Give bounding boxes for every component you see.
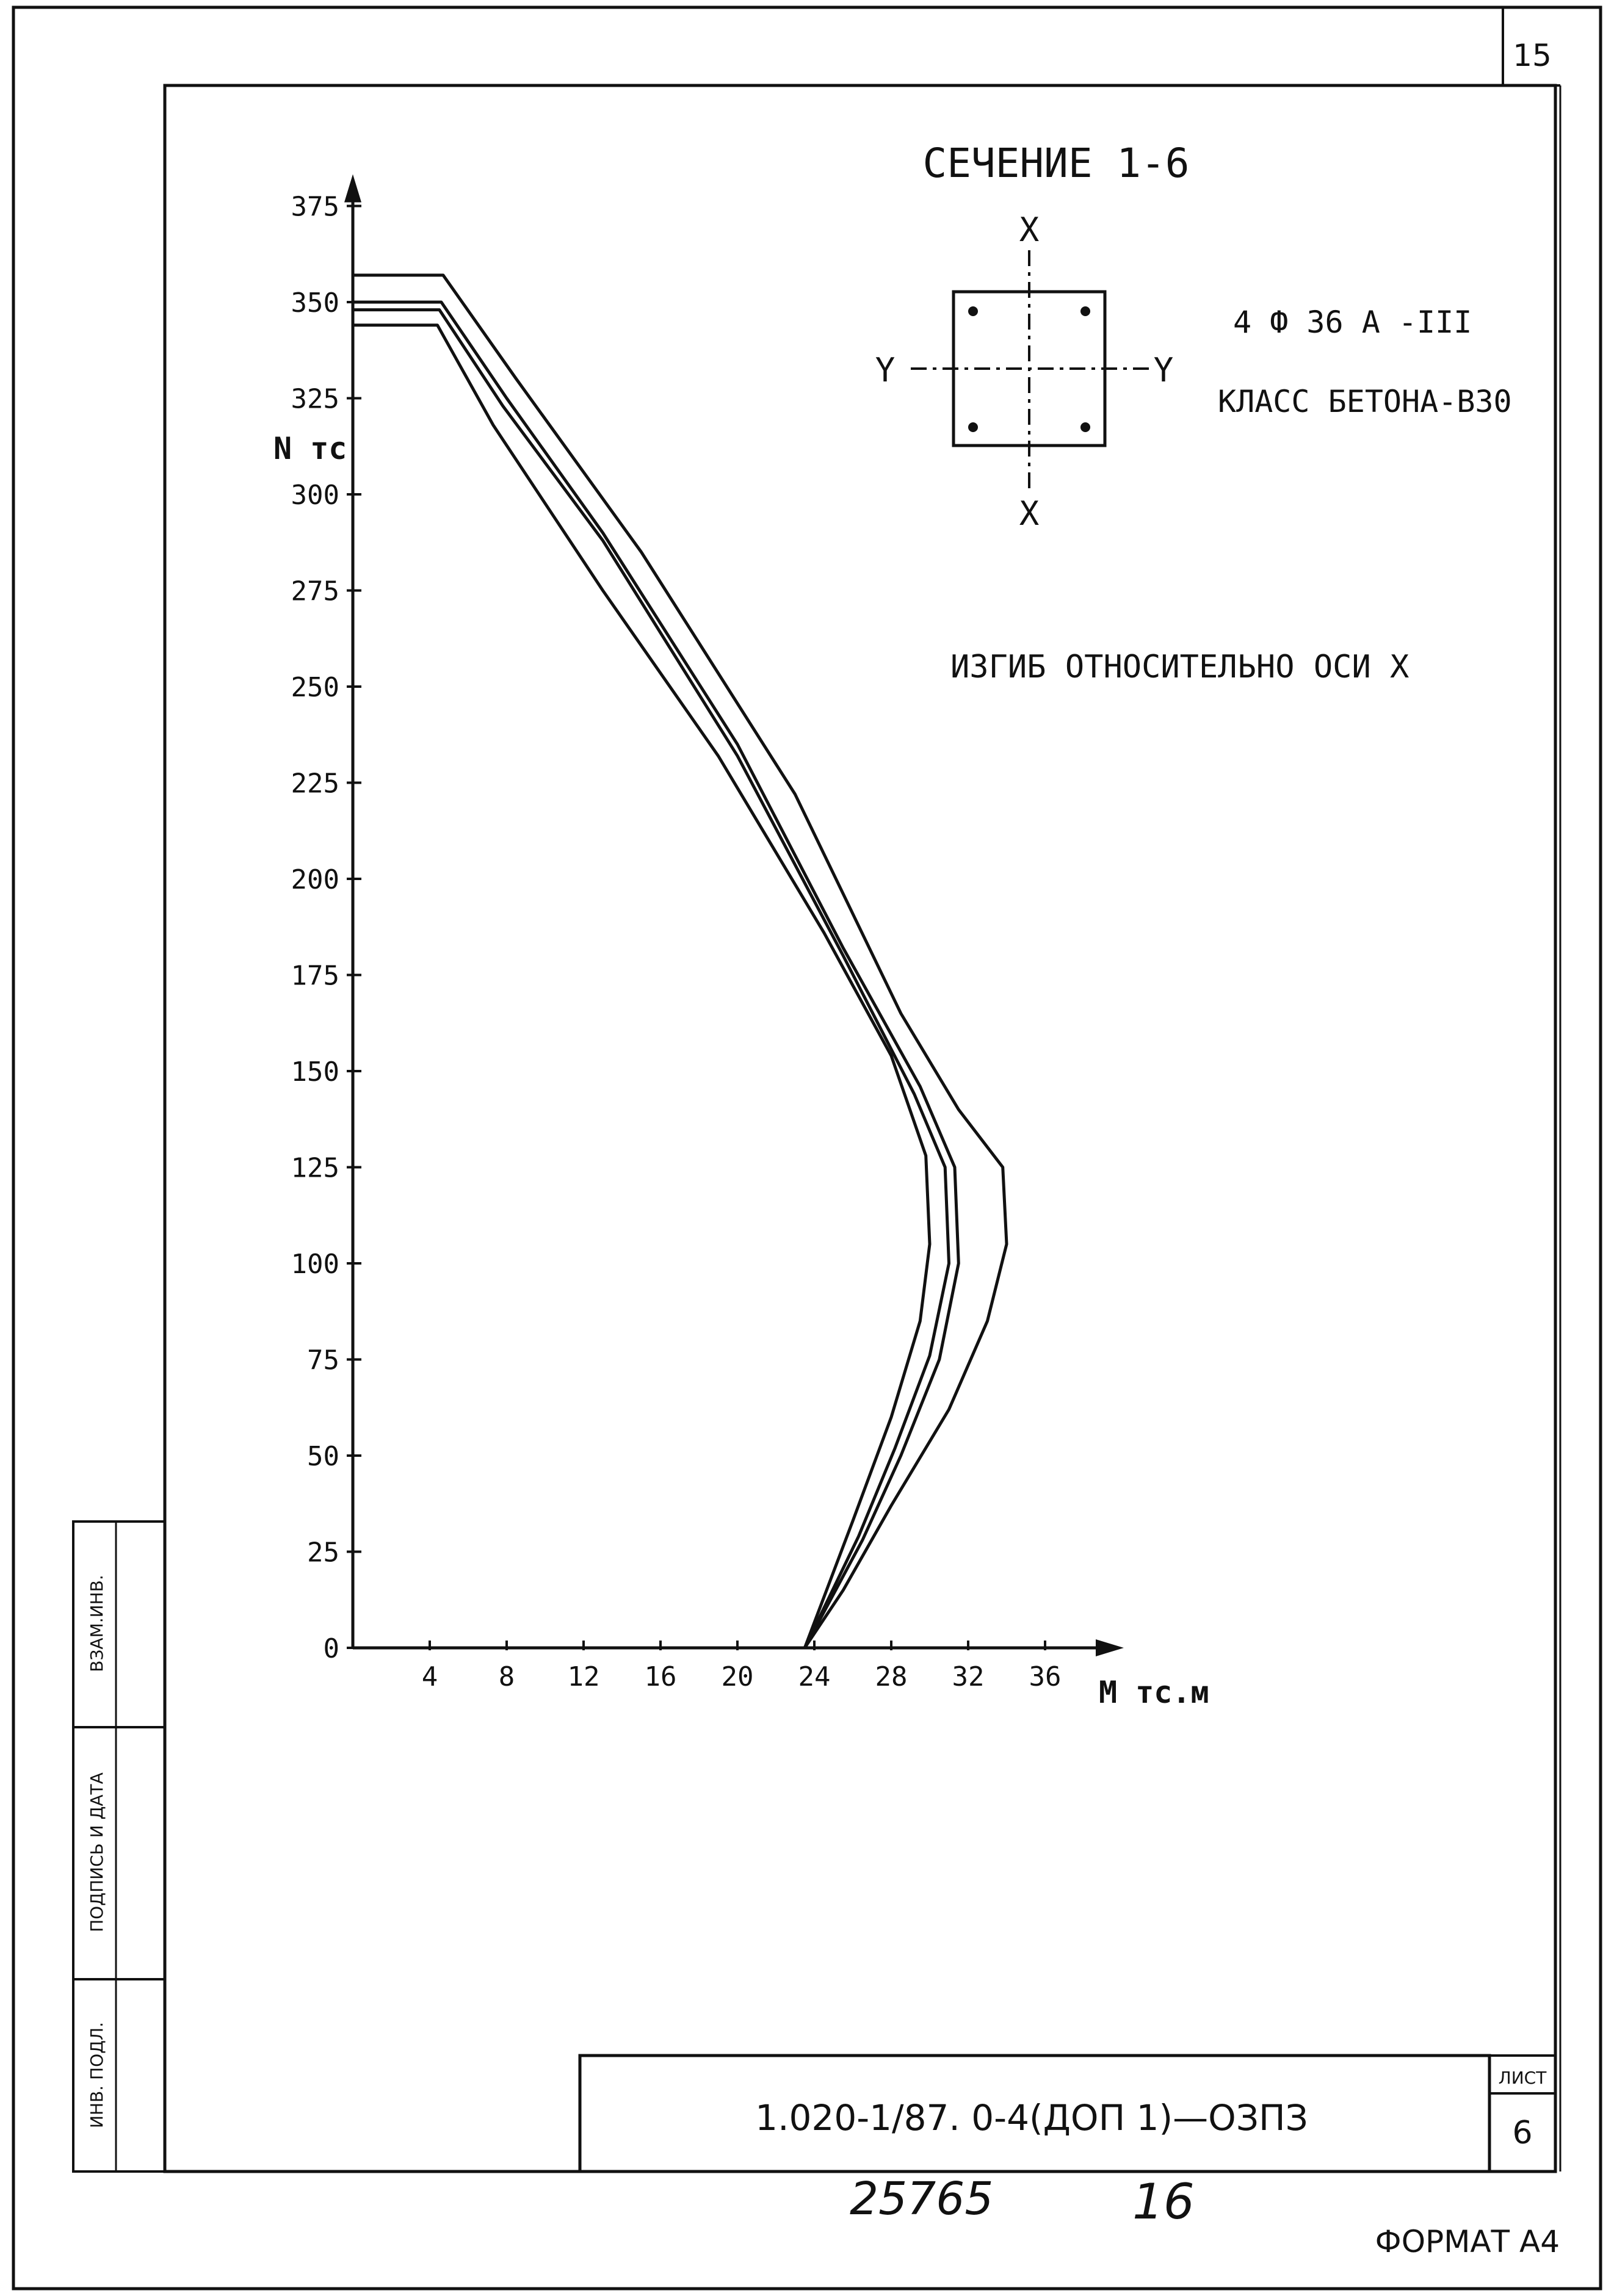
- x-tick-label: 28: [875, 1661, 908, 1692]
- rebar-dot: [1080, 422, 1090, 432]
- y-tick-label: 0: [324, 1633, 340, 1664]
- y-tick-label: 75: [307, 1345, 339, 1376]
- y-tick-label: 150: [291, 1056, 339, 1088]
- x-tick-label: 24: [798, 1661, 831, 1692]
- rebar-dot: [968, 306, 978, 316]
- rebar-dot: [968, 422, 978, 432]
- stamp-podpis-data: ПОДПИСЬ И ДАТА: [87, 1772, 107, 1932]
- series-line: [353, 308, 950, 1649]
- y-tick-label: 100: [291, 1249, 339, 1280]
- series-line: [353, 300, 960, 1649]
- handwritten-number-1: 25765: [850, 2173, 993, 2225]
- y-tick-label: 125: [291, 1153, 339, 1184]
- y-tick-label: 375: [291, 192, 339, 223]
- page-number: 15: [1513, 38, 1552, 73]
- x-tick-label: 8: [499, 1661, 515, 1692]
- stamp-inv-podl: ИНВ. ПОДЛ.: [87, 2022, 107, 2128]
- x-tick-label: 16: [645, 1661, 677, 1692]
- format-label: ФОРМАТ А4: [1375, 2224, 1560, 2259]
- cross-section-diagram: X X Y Y: [875, 211, 1174, 533]
- stamp-vzam-inv: ВЗАМ.ИНВ.: [87, 1575, 107, 1672]
- x-tick-label: 12: [568, 1661, 600, 1692]
- series-line: [353, 273, 1008, 1649]
- y-tick-label: 275: [291, 576, 339, 607]
- axis-x-bottom-label: X: [1019, 494, 1040, 533]
- axis-y-left-label: Y: [875, 351, 896, 389]
- sheet-number: 6: [1512, 2115, 1532, 2151]
- y-tick-label: 25: [307, 1537, 339, 1569]
- handwritten-number-2: 16: [1132, 2173, 1195, 2230]
- series-line: [353, 323, 932, 1648]
- outer-frame: [12, 5, 1602, 2291]
- axis-x-top-label: X: [1019, 211, 1040, 249]
- side-stamp: ВЗАМ.ИНВ. ПОДПИСЬ И ДАТА ИНВ. ПОДЛ.: [72, 1520, 166, 2173]
- page-number-box: 15: [1502, 7, 1560, 87]
- interaction-chart: N тс М тс.м 0 25 50 75 100 125 150 175 200 225 250…: [273, 174, 1209, 1710]
- x-tick-label: 20: [722, 1661, 754, 1692]
- bending-note: ИЗГИБ ОТНОСИТЕЛЬНО ОСИ Х: [950, 649, 1409, 685]
- y-axis-arrow: [344, 174, 361, 203]
- document-code: 1.020-1/87. 0-4(ДОП 1)—ОЗПЗ: [755, 2097, 1308, 2139]
- y-tick-label: 225: [291, 768, 339, 800]
- axis-y-right-label: Y: [1154, 351, 1174, 389]
- y-tick-label: 175: [291, 961, 339, 992]
- x-tick-label: 32: [952, 1661, 985, 1692]
- y-axis-title: N тс: [273, 431, 347, 466]
- y-tick-label: 350: [291, 287, 339, 319]
- x-tick-label: 4: [422, 1661, 438, 1692]
- concrete-class-label: КЛАСС БЕТОНА-В30: [1218, 384, 1512, 419]
- y-tick-label: 325: [291, 384, 339, 415]
- rebar-dot: [1080, 306, 1090, 316]
- x-axis-title: М тс.м: [1099, 1675, 1209, 1710]
- sheet-label: ЛИСТ: [1499, 2068, 1547, 2088]
- title-block: 1.020-1/87. 0-4(ДОП 1)—ОЗПЗ ЛИСТ 6: [578, 2054, 1557, 2173]
- section-title: СЕЧЕНИЕ 1-6: [922, 140, 1189, 187]
- x-tick-label: 36: [1029, 1661, 1062, 1692]
- reinforcement-label: 4 Ф 36 А -III: [1233, 305, 1472, 340]
- y-tick-label: 250: [291, 672, 339, 703]
- y-tick-label: 50: [307, 1441, 339, 1472]
- y-tick-label: 200: [291, 864, 339, 895]
- x-axis-arrow: [1096, 1639, 1124, 1656]
- y-tick-label: 300: [291, 480, 339, 511]
